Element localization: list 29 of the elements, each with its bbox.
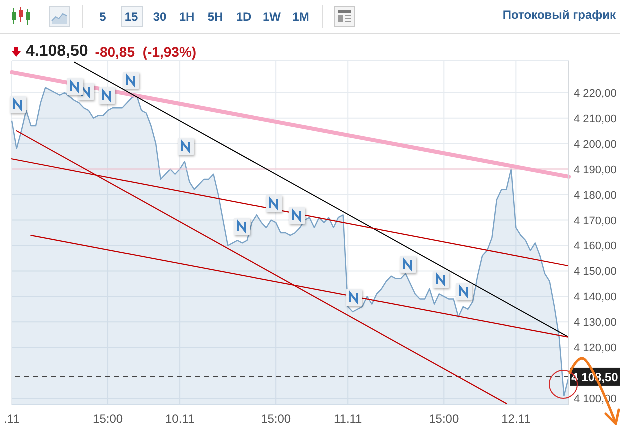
- text: 1W: [263, 10, 281, 24]
- text: 15: [124, 10, 138, 24]
- x-tick-label: .11: [4, 412, 20, 426]
- x-tick-label: 12.11: [502, 412, 532, 426]
- x-tick-label: 15:00: [429, 412, 460, 426]
- x-tick-label: 15:00: [93, 412, 124, 426]
- x-tick-label: 15:00: [261, 412, 292, 426]
- y-tick-label: 4 150,00: [574, 266, 617, 278]
- text: 30: [153, 10, 167, 24]
- y-tick-label: 4 220,00: [574, 88, 617, 100]
- y-tick-label: 4 200,00: [574, 138, 617, 151]
- y-tick-label: 4 210,00: [574, 113, 617, 126]
- y-tick-label: 4 170,00: [574, 215, 617, 228]
- chart-title: 4.108,50: [26, 43, 88, 61]
- text: 5H: [208, 10, 224, 24]
- y-tick-label: 4 140,00: [574, 292, 617, 304]
- x-tick-label: 10.11: [165, 412, 195, 426]
- text: 1M: [292, 10, 310, 24]
- y-tick-label: 4 160,00: [574, 240, 617, 253]
- x-tick-label: 11.11: [334, 412, 363, 426]
- y-tick-label: 4 130,00: [574, 317, 617, 330]
- text: 5: [100, 10, 106, 24]
- text: Потоковый график: [502, 8, 616, 22]
- y-tick-label: 4 180,00: [574, 190, 617, 202]
- text: 1D: [236, 10, 252, 24]
- text: 1H: [179, 10, 195, 24]
- chart-subtitle: -80,85 (-1,93%): [95, 44, 197, 60]
- y-tick-label: 4 120,00: [574, 342, 617, 355]
- y-tick-label: 4 190,00: [574, 164, 617, 176]
